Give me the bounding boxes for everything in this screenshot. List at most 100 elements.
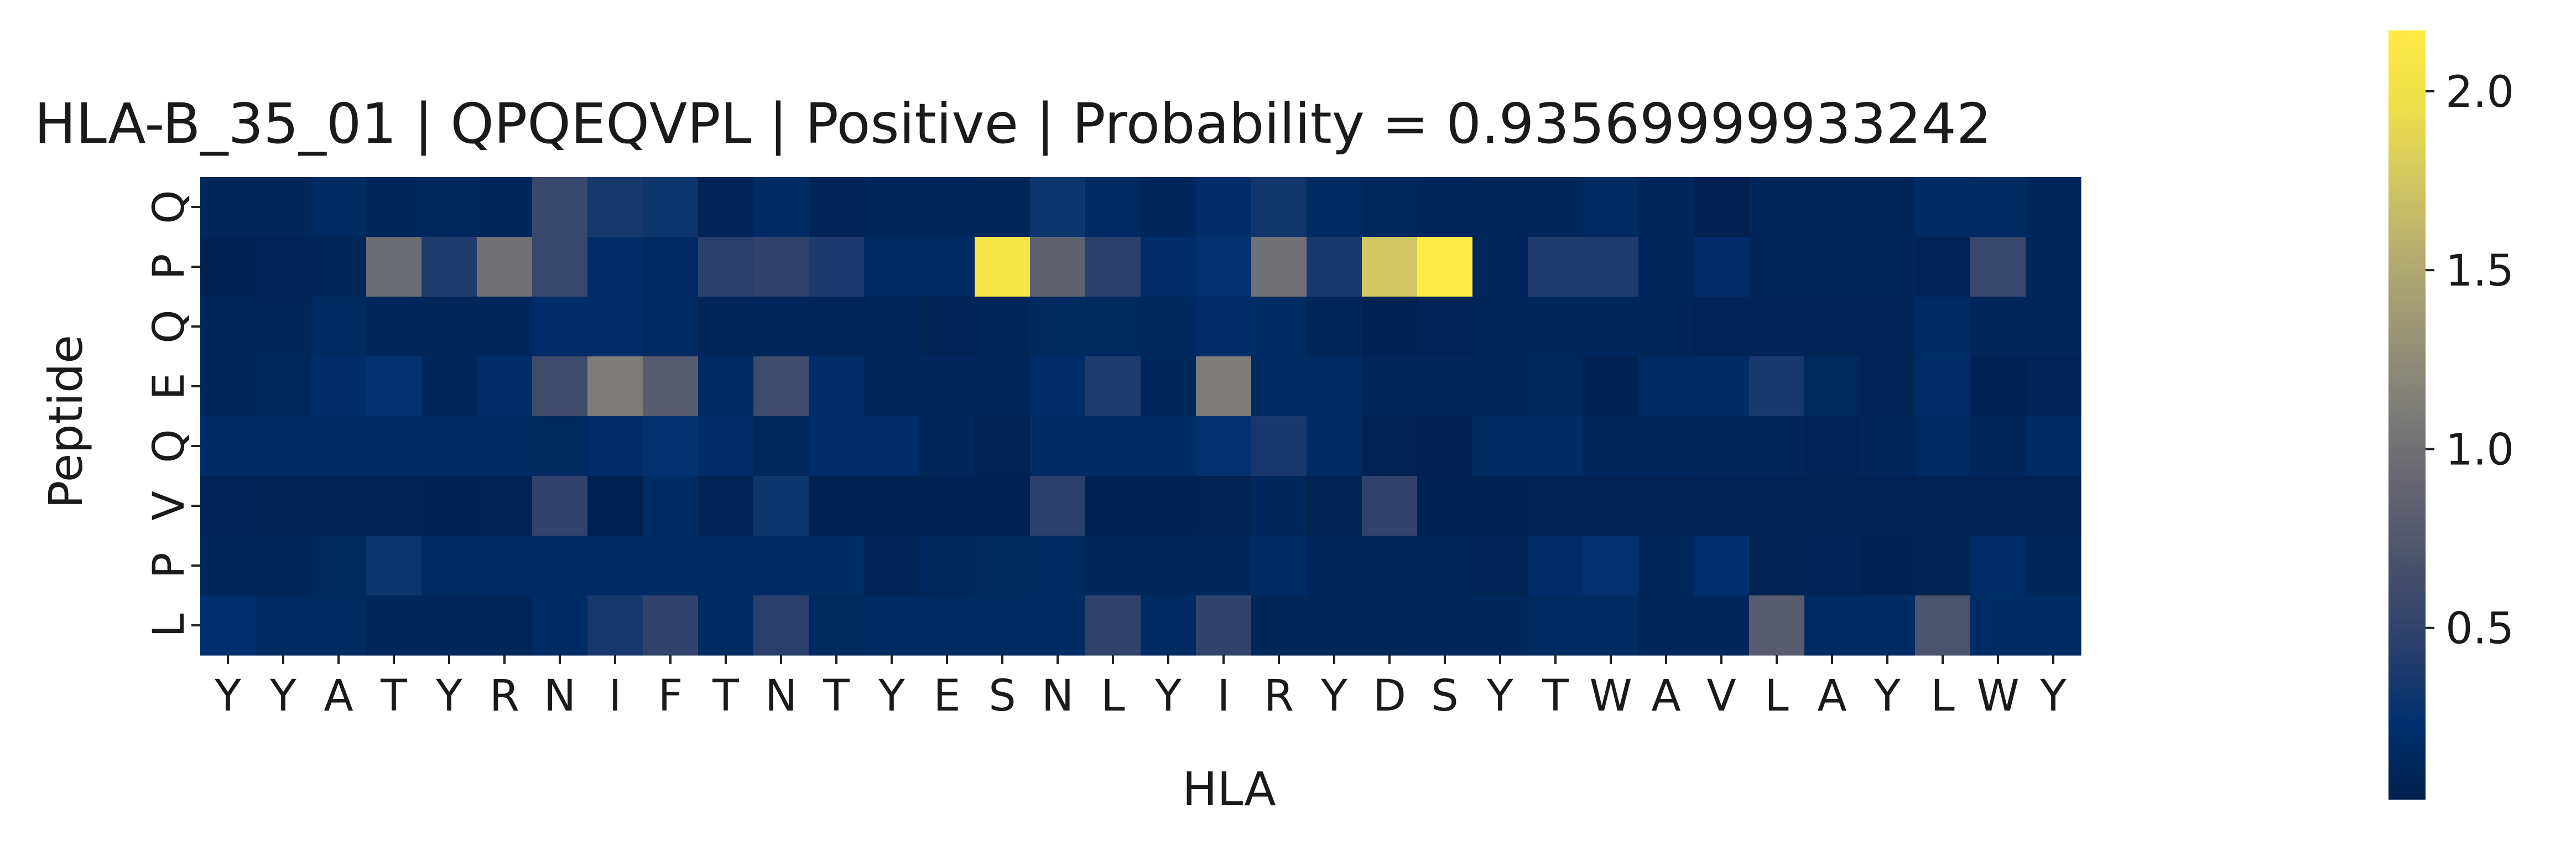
heatmap-cell — [1638, 536, 1694, 596]
heatmap-cell — [1196, 297, 1252, 357]
heatmap-cell — [698, 476, 754, 536]
x-tick-label: L — [1930, 671, 1955, 721]
x-tick-label: Y — [435, 671, 462, 721]
heatmap-cell — [1970, 297, 2026, 357]
heatmap-cell — [753, 237, 809, 297]
heatmap-cell — [809, 595, 865, 656]
heatmap-cell — [1749, 536, 1805, 596]
heatmap-cell — [809, 476, 865, 536]
heatmap-cell — [1030, 595, 1086, 656]
heatmap-cell — [1472, 356, 1528, 417]
heatmap-cell — [1915, 297, 1971, 357]
heatmap-cell — [1860, 595, 1916, 656]
heatmap-cell — [1804, 476, 1860, 536]
heatmap-cell — [1472, 237, 1528, 297]
y-tick-label: Q — [144, 190, 194, 224]
heatmap-cell — [1251, 536, 1307, 596]
heatmap-cell — [1417, 237, 1473, 297]
heatmap-cell — [1417, 297, 1473, 357]
heatmap-cell — [1472, 416, 1528, 476]
heatmap-cell — [477, 416, 533, 476]
heatmap-cell — [975, 595, 1031, 656]
y-tick-label: P — [144, 552, 194, 578]
heatmap-cell — [311, 297, 367, 357]
heatmap-cell — [1804, 595, 1860, 656]
heatmap-cell — [1860, 237, 1916, 297]
heatmap-cell — [1196, 177, 1252, 237]
x-tick-label: A — [1817, 671, 1846, 721]
x-tick-label: T — [380, 671, 407, 721]
heatmap-cell — [1638, 476, 1694, 536]
heatmap-cell — [753, 416, 809, 476]
heatmap-cell — [421, 237, 477, 297]
heatmap-cell — [1472, 536, 1528, 596]
y-tick-label: V — [144, 491, 194, 520]
heatmap-cell — [1362, 356, 1418, 417]
heatmap-cell — [477, 536, 533, 596]
heatmap-cell — [477, 297, 533, 357]
heatmap-cell — [1749, 177, 1805, 237]
heatmap-cell — [1251, 297, 1307, 357]
heatmap-cell — [366, 536, 422, 596]
heatmap-cell — [200, 237, 256, 297]
heatmap-cell — [1362, 416, 1418, 476]
heatmap-cell — [587, 177, 643, 237]
heatmap-cell — [698, 237, 754, 297]
heatmap-cell — [587, 356, 643, 417]
x-tick-label: T — [1542, 671, 1569, 721]
heatmap-cell — [1085, 177, 1141, 237]
heatmap-cell — [698, 416, 754, 476]
heatmap-cell — [1583, 297, 1639, 357]
heatmap-cell — [1583, 476, 1639, 536]
heatmap-cell — [698, 297, 754, 357]
heatmap-cell — [1970, 536, 2026, 596]
heatmap-cell — [1583, 416, 1639, 476]
heatmap-cell — [1472, 297, 1528, 357]
y-tick-label: P — [144, 253, 194, 279]
heatmap-cell — [1804, 297, 1860, 357]
x-tick-label: N — [1042, 671, 1074, 721]
heatmap-cell — [1638, 237, 1694, 297]
heatmap-cell — [1915, 536, 1971, 596]
heatmap-cell — [643, 177, 699, 237]
heatmap-cell — [643, 595, 699, 656]
heatmap-cell — [1307, 416, 1362, 476]
x-tick-label: I — [608, 671, 621, 721]
heatmap-cell — [1638, 297, 1694, 357]
heatmap-cell — [2026, 416, 2081, 476]
x-tick-label: S — [1431, 671, 1459, 721]
heatmap-cell — [1141, 595, 1196, 656]
heatmap-cell — [1749, 297, 1805, 357]
heatmap-cell — [1196, 476, 1252, 536]
heatmap-cell — [477, 595, 533, 656]
x-tick-label: Y — [1154, 671, 1182, 721]
heatmap-cell — [1804, 536, 1860, 596]
heatmap-cell — [864, 177, 920, 237]
heatmap-cell — [532, 536, 588, 596]
heatmap-cell — [366, 297, 422, 357]
heatmap-cell — [1528, 416, 1584, 476]
heatmap-cell — [1804, 356, 1860, 417]
heatmap-cell — [1307, 536, 1362, 596]
heatmap-cell — [532, 297, 588, 357]
heatmap-cell — [809, 177, 865, 237]
y-tick-label: Q — [144, 429, 194, 463]
heatmap-cell — [1030, 476, 1086, 536]
heatmap-cell — [1528, 237, 1584, 297]
heatmap-cell — [1472, 595, 1528, 656]
heatmap-cell — [1141, 237, 1196, 297]
heatmap-cell — [975, 536, 1031, 596]
heatmap-cell — [1528, 297, 1584, 357]
heatmap-cell — [1141, 297, 1196, 357]
heatmap-cell — [1085, 416, 1141, 476]
heatmap-cell — [256, 297, 311, 357]
heatmap-cell — [421, 297, 477, 357]
heatmap-cell — [477, 356, 533, 417]
heatmap-cell — [1417, 536, 1473, 596]
heatmap-cell — [1417, 595, 1473, 656]
heatmap-cell — [1638, 416, 1694, 476]
heatmap-cell — [1915, 356, 1971, 417]
heatmap-cell — [643, 476, 699, 536]
heatmap-cell — [1749, 476, 1805, 536]
heatmap-cell — [1583, 356, 1639, 417]
